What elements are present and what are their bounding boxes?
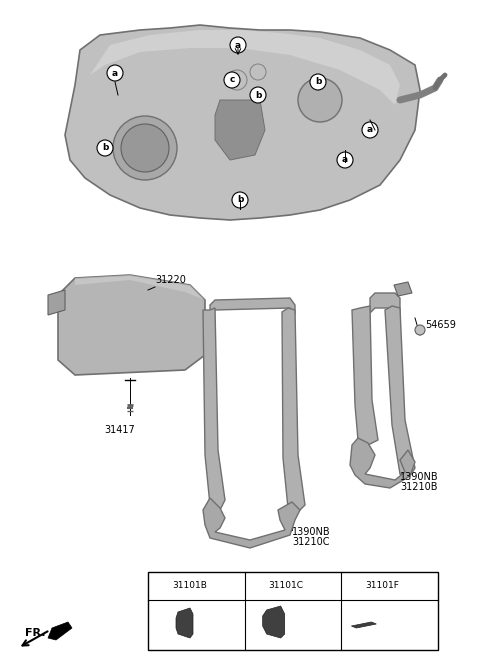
Circle shape — [232, 192, 248, 208]
Circle shape — [298, 78, 342, 122]
Polygon shape — [65, 25, 420, 220]
Polygon shape — [351, 622, 376, 628]
Text: b: b — [102, 143, 108, 152]
Circle shape — [337, 152, 353, 168]
Polygon shape — [203, 308, 225, 510]
Circle shape — [113, 116, 177, 180]
Text: 31101F: 31101F — [365, 581, 399, 591]
Text: a: a — [159, 581, 165, 591]
Circle shape — [230, 37, 246, 53]
Circle shape — [121, 124, 169, 172]
Text: b: b — [315, 78, 321, 87]
Text: 31417: 31417 — [105, 425, 135, 435]
Polygon shape — [75, 275, 205, 300]
Text: 31210B: 31210B — [400, 482, 437, 492]
Text: a: a — [342, 156, 348, 164]
Polygon shape — [370, 293, 400, 315]
Text: b: b — [255, 581, 262, 591]
Text: a: a — [112, 68, 118, 78]
Text: 1390NB: 1390NB — [292, 527, 331, 537]
Text: b: b — [255, 91, 261, 99]
Polygon shape — [58, 275, 205, 375]
Text: c: c — [353, 581, 358, 591]
Circle shape — [227, 70, 247, 90]
Circle shape — [362, 122, 378, 138]
Circle shape — [107, 65, 123, 81]
Polygon shape — [215, 100, 265, 160]
Polygon shape — [385, 306, 415, 476]
Text: FR.: FR. — [25, 628, 46, 638]
Text: c: c — [229, 76, 235, 85]
Polygon shape — [350, 438, 415, 488]
Polygon shape — [352, 306, 378, 445]
Text: a: a — [235, 41, 241, 49]
Text: 31220: 31220 — [155, 275, 186, 285]
Circle shape — [250, 87, 266, 103]
Polygon shape — [282, 308, 305, 512]
Circle shape — [415, 325, 425, 335]
Polygon shape — [176, 608, 193, 638]
Circle shape — [250, 64, 266, 80]
Polygon shape — [48, 290, 65, 315]
Circle shape — [348, 579, 362, 593]
Text: 31210C: 31210C — [292, 537, 329, 547]
Polygon shape — [48, 622, 72, 640]
Circle shape — [310, 74, 326, 90]
Polygon shape — [90, 30, 400, 105]
Text: b: b — [237, 196, 243, 204]
Text: 31101C: 31101C — [269, 581, 304, 591]
Text: 31101B: 31101B — [172, 581, 207, 591]
Bar — [148, 572, 438, 650]
Polygon shape — [210, 298, 295, 315]
Polygon shape — [263, 606, 285, 638]
Polygon shape — [203, 498, 300, 548]
Text: 54659: 54659 — [425, 320, 456, 330]
Circle shape — [97, 140, 113, 156]
Polygon shape — [394, 282, 412, 296]
Circle shape — [224, 72, 240, 88]
Text: 1390NB: 1390NB — [400, 472, 439, 482]
Circle shape — [155, 579, 169, 593]
Text: a: a — [367, 125, 373, 135]
Circle shape — [252, 579, 265, 593]
